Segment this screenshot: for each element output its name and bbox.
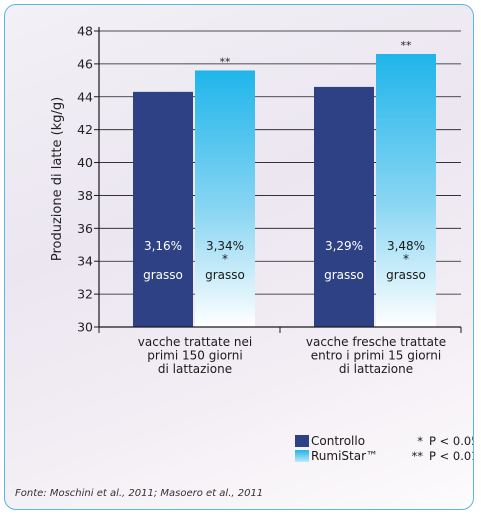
legend-swatch (295, 435, 309, 447)
bar-rumistar (195, 70, 255, 327)
significance-text: P < 0.01 (429, 449, 474, 463)
significance-symbol: ** (412, 449, 424, 463)
bar-chart: 30 32 34 36 38 40 42 44 46 48 Produzione di latte … (50, 24, 474, 464)
fat-percent-label: 3,29% (325, 239, 363, 253)
y-tick-label: 36 (77, 221, 93, 236)
significance-mark: ** (401, 39, 413, 52)
category-label: di lattazione (158, 362, 232, 376)
fat-percent-label: 3,48% (387, 239, 425, 253)
y-tick-label: 38 (77, 188, 93, 203)
y-tick-label: 44 (77, 89, 93, 104)
legend-label: RumiStar™ (311, 449, 378, 463)
y-tick-label: 48 (77, 24, 93, 39)
significance-mark: * (222, 252, 228, 266)
fat-sublabel: grasso (324, 268, 364, 282)
y-tick-label: 30 (77, 320, 93, 335)
fat-percent-label: 3,34% (206, 239, 244, 253)
category-label: primi 150 giorni (147, 349, 242, 363)
category-label: entro i primi 15 giorni (311, 349, 441, 363)
legend-swatch (295, 450, 309, 462)
y-tick-label: 42 (77, 122, 93, 137)
bar-controllo (133, 91, 193, 327)
y-axis-label: Produzione di latte (kg/g) (50, 97, 65, 261)
fat-sublabel: grasso (386, 268, 426, 282)
fat-percent-label: 3,16% (144, 239, 182, 253)
significance-symbol: * (417, 434, 423, 448)
significance-mark: ** (220, 55, 232, 68)
fat-sublabel: grasso (143, 268, 183, 282)
category-label: di lattazione (339, 362, 413, 376)
significance-text: P < 0.05 (429, 434, 474, 448)
category-label: vacche fresche trattate (306, 335, 446, 349)
y-tick-label: 34 (77, 254, 93, 269)
y-tick-label: 32 (77, 287, 93, 302)
category-label: vacche trattate nei (138, 335, 252, 349)
significance-mark: * (403, 252, 409, 266)
legend-label: Controllo (311, 434, 365, 448)
bar-rumistar (376, 54, 436, 328)
y-tick-label: 40 (77, 155, 93, 170)
source-note: Fonte: Moschini et al., 2011; Masoero et… (15, 488, 264, 499)
y-tick-label: 46 (77, 56, 93, 71)
bar-controllo (314, 86, 374, 328)
chart-card: 30 32 34 36 38 40 42 44 46 48 Produzione di latte … (4, 4, 474, 510)
fat-sublabel: grasso (205, 268, 245, 282)
